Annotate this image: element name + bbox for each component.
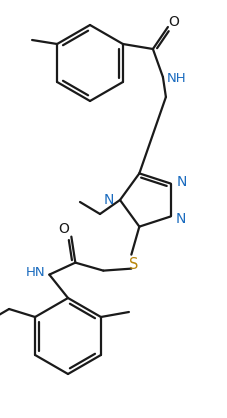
Text: N: N [176, 175, 186, 189]
Text: HN: HN [25, 266, 45, 279]
Text: O: O [168, 15, 179, 29]
Text: O: O [58, 222, 69, 236]
Text: N: N [175, 212, 185, 227]
Text: S: S [128, 257, 137, 272]
Text: NH: NH [166, 72, 186, 86]
Text: N: N [103, 193, 114, 207]
